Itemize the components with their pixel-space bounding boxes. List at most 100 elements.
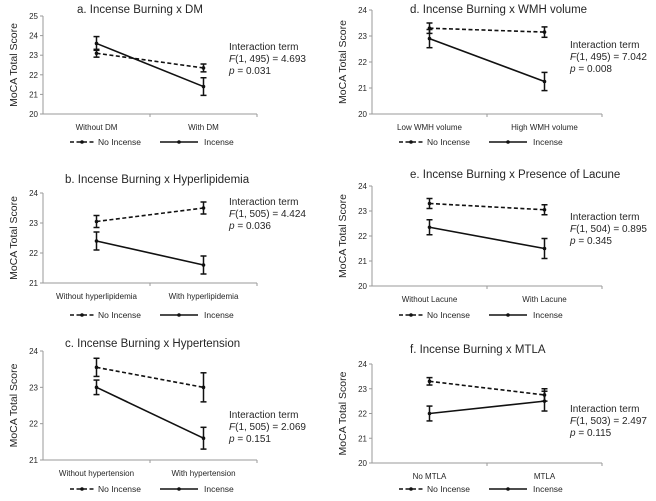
interaction-label: Interaction term <box>229 42 298 53</box>
panel-title: c. Incense Burning x Hypertension <box>65 338 240 350</box>
y-tick-label: 21 <box>358 257 367 266</box>
y-tick-label: 21 <box>29 90 38 99</box>
legend-label: No Incense <box>427 137 470 147</box>
data-point <box>94 385 99 390</box>
legend-label: Incense <box>204 484 234 494</box>
y-tick-label: 22 <box>358 410 367 419</box>
series-line <box>429 226 545 250</box>
legend-marker <box>80 140 84 144</box>
x-category-label: With hypertension <box>171 469 235 478</box>
y-tick-label: 24 <box>29 347 38 356</box>
data-point <box>201 385 206 390</box>
series-line <box>429 380 545 396</box>
f-statistic: F(1, 505) = 2.069 <box>229 422 306 433</box>
series-line <box>429 37 545 83</box>
f-statistic: F(1, 505) = 4.424 <box>229 209 306 220</box>
p-value: p = 0.036 <box>228 221 271 232</box>
data-point <box>427 201 432 206</box>
y-tick-label: 22 <box>358 58 367 67</box>
data-point <box>542 30 547 34</box>
chart-panel: a. Incense Burning x DM 20 21 22 23 24 25 MoCA … <box>8 4 306 147</box>
p-value: p = 0.345 <box>569 236 612 247</box>
data-point <box>201 263 206 267</box>
p-value: p = 0.008 <box>569 64 612 75</box>
y-tick-label: 20 <box>358 282 367 291</box>
x-category-label: No MTLA <box>413 472 447 481</box>
data-point <box>542 246 547 251</box>
data-point <box>542 79 547 84</box>
x-category-label: Without DM <box>76 123 118 132</box>
series-line <box>96 366 204 389</box>
legend-label: Incense <box>204 137 234 147</box>
legend-marker <box>177 140 181 144</box>
legend-label: No Incense <box>427 484 470 494</box>
y-tick-label: 22 <box>29 249 38 258</box>
y-tick-label: 25 <box>29 12 38 21</box>
y-tick-label: 23 <box>29 51 38 60</box>
legend-label: Incense <box>533 137 563 147</box>
data-point <box>201 206 206 210</box>
interaction-label: Interaction term <box>229 197 298 208</box>
y-axis-label: MoCA Total Score <box>337 371 349 455</box>
data-point <box>427 225 432 230</box>
series-line <box>96 386 204 439</box>
y-tick-label: 22 <box>358 232 367 241</box>
data-point <box>94 41 99 46</box>
data-point <box>427 36 432 41</box>
chart-panel: d. Incense Burning x WMH volume 20 21 22 23 2… <box>337 4 647 147</box>
chart-panel: f. Incense Burning x MTLA 20 21 22 23 24 MoCA … <box>337 344 647 494</box>
series-line <box>429 202 545 211</box>
x-category-label: With Lacune <box>522 295 567 304</box>
series-line <box>429 27 545 33</box>
data-point <box>201 66 206 70</box>
interaction-label: Interaction term <box>570 212 639 223</box>
legend-label: Incense <box>533 484 563 494</box>
legend-label: No Incense <box>98 484 141 494</box>
y-axis-label: MoCA Total Score <box>8 363 20 447</box>
y-tick-label: 24 <box>29 32 38 41</box>
y-axis-label: MoCA Total Score <box>337 20 349 104</box>
data-point <box>542 399 547 403</box>
x-category-label: Without hyperlipidemia <box>56 292 137 301</box>
panel-title: d. Incense Burning x WMH volume <box>410 4 587 16</box>
x-category-label: Without hypertension <box>59 469 134 478</box>
y-tick-label: 23 <box>358 207 367 216</box>
legend-marker <box>177 313 181 317</box>
series-line <box>96 207 204 223</box>
y-tick-label: 22 <box>29 71 38 80</box>
legend-marker <box>409 487 413 491</box>
f-statistic: F(1, 503) = 2.497 <box>570 416 647 427</box>
data-point <box>94 51 99 56</box>
y-tick-label: 21 <box>29 279 38 288</box>
y-axis-label: MoCA Total Score <box>337 194 349 278</box>
data-point <box>201 84 206 89</box>
data-point <box>94 365 99 370</box>
y-tick-label: 21 <box>358 84 367 93</box>
p-value: p = 0.031 <box>228 66 271 77</box>
p-value: p = 0.151 <box>228 434 271 445</box>
data-point <box>94 239 99 243</box>
panel-title: b. Incense Burning x Hyperlipidemia <box>65 174 250 186</box>
y-tick-label: 24 <box>29 189 38 198</box>
x-category-label: MTLA <box>534 472 556 481</box>
series-line <box>429 400 545 415</box>
p-value: p = 0.115 <box>569 428 612 439</box>
y-tick-label: 24 <box>358 182 367 191</box>
series-line <box>96 42 204 88</box>
legend-label: Incense <box>533 310 563 320</box>
y-axis-label: MoCA Total Score <box>8 196 20 280</box>
panel-title: a. Incense Burning x DM <box>77 4 203 16</box>
legend-marker <box>506 313 510 317</box>
y-tick-label: 23 <box>29 219 38 228</box>
y-axis-label: MoCA Total Score <box>8 23 20 107</box>
x-category-label: Low WMH volume <box>397 123 462 132</box>
legend-label: No Incense <box>98 137 141 147</box>
f-statistic: F(1, 495) = 4.693 <box>229 54 306 65</box>
legend-marker <box>506 487 510 491</box>
legend-marker <box>80 313 84 317</box>
legend-marker <box>409 140 413 144</box>
x-category-label: High WMH volume <box>511 123 578 132</box>
legend-marker <box>177 487 181 491</box>
y-tick-label: 20 <box>358 459 367 468</box>
